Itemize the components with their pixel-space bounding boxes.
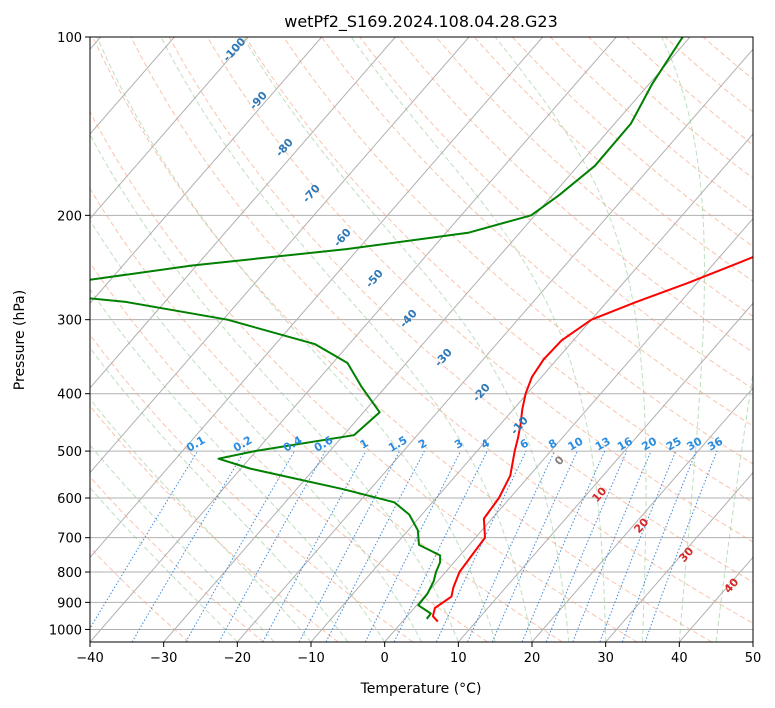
y-tick-label: 900 [57,596,82,611]
mixing-ratio-line [435,450,527,642]
moist-adiabat-line [160,37,533,642]
mixing-ratio-line [364,450,462,642]
y-tick-label: 500 [57,445,82,460]
isotherm-line [236,48,753,642]
moist-adiabat-line [90,219,422,642]
series-layer [90,37,753,623]
dry-adiabat-line [435,37,753,318]
mixing-ratio-line [491,450,578,642]
dry-adiabat-line [90,334,414,642]
plot-frame [89,36,754,643]
y-tick-label: 300 [57,314,82,329]
dry-adiabat-line [359,37,753,390]
moist-adiabat-line [350,37,607,642]
y-tick-label: 200 [57,209,82,224]
x-tick-label: 10 [450,651,467,666]
dry-adiabat-line [90,261,488,642]
y-axis-label: Pressure (hPa) [12,290,28,390]
dry-adiabat-line [168,37,753,583]
y-tick-label: 600 [57,492,82,507]
mixing-ratio-line [621,450,697,642]
moist-adiabat-line [661,37,705,642]
dry-adiabat-line [90,405,339,642]
y-tick-label: 700 [57,532,82,547]
moist-adiabat-line [242,37,570,642]
isotherm-line [90,37,323,305]
isotherm-line [457,302,753,642]
isotherm-line [90,37,470,474]
moist-adiabat-line [96,37,496,642]
mixing-ratio-line [262,450,367,642]
x-tick-label: 50 [745,651,762,666]
mixing-ratio-line [545,450,628,642]
x-tick-label: 30 [597,651,614,666]
x-tick-label: 40 [671,651,688,666]
mixing-ratio-line [90,450,199,630]
isotherm-line [752,641,753,642]
dry-adiabat-line [90,110,638,642]
y-tick-label: 1000 [49,623,82,638]
mixing-ratio-line [521,450,606,642]
dry-adiabat-line [90,475,264,642]
mixing-ratio-line [325,450,425,642]
background-lines [90,37,753,642]
dry-adiabat-line [244,37,753,504]
chart-title: wetPf2_S169.2024.108.04.28.G23 [284,12,558,32]
isotherm-line [163,37,691,642]
x-tick-label: −20 [224,651,251,666]
isotherm-line [605,471,753,642]
x-tick-label: −40 [76,651,103,666]
profile-line-1 [431,256,753,623]
isotherm-line [90,37,544,559]
mixing-ratio-line [572,450,652,642]
isotherm-line [90,37,396,389]
isotherm-line [531,387,753,642]
isotherm-line [384,217,753,642]
moist-adiabat-line [90,487,238,642]
x-axis-label: Temperature (°C) [360,681,482,697]
y-tick-label: 100 [57,31,82,46]
dry-adiabat-line [206,37,753,543]
moist-adiabat-line [90,288,386,642]
x-tick-label: −10 [297,651,324,666]
dry-adiabat-line [130,37,753,624]
mixing-ratio-line [298,450,401,642]
x-tick-label: 20 [524,651,541,666]
moist-adiabat-line [494,37,647,642]
ticks-layer: −40 −30 −20 −10 0 10 20 30 40 50 100 200 300 400 500 60… [49,31,761,666]
moist-adiabat-line [715,370,753,642]
dry-adiabat-line [321,37,753,427]
mixing-ratio-line [218,450,326,642]
x-tick-label: 0 [381,651,389,666]
mixing-ratio-line [644,450,718,642]
mixing-ratio-line [599,450,677,642]
x-tick-label: −30 [150,651,177,666]
y-tick-label: 400 [57,388,82,403]
dry-adiabat-line [92,37,712,642]
isotherm-line [90,37,249,220]
y-tick-label: 800 [57,566,82,581]
profile-line-2 [90,37,684,620]
dry-adiabat-line [90,187,563,642]
mixing-ratio-line [467,450,556,642]
